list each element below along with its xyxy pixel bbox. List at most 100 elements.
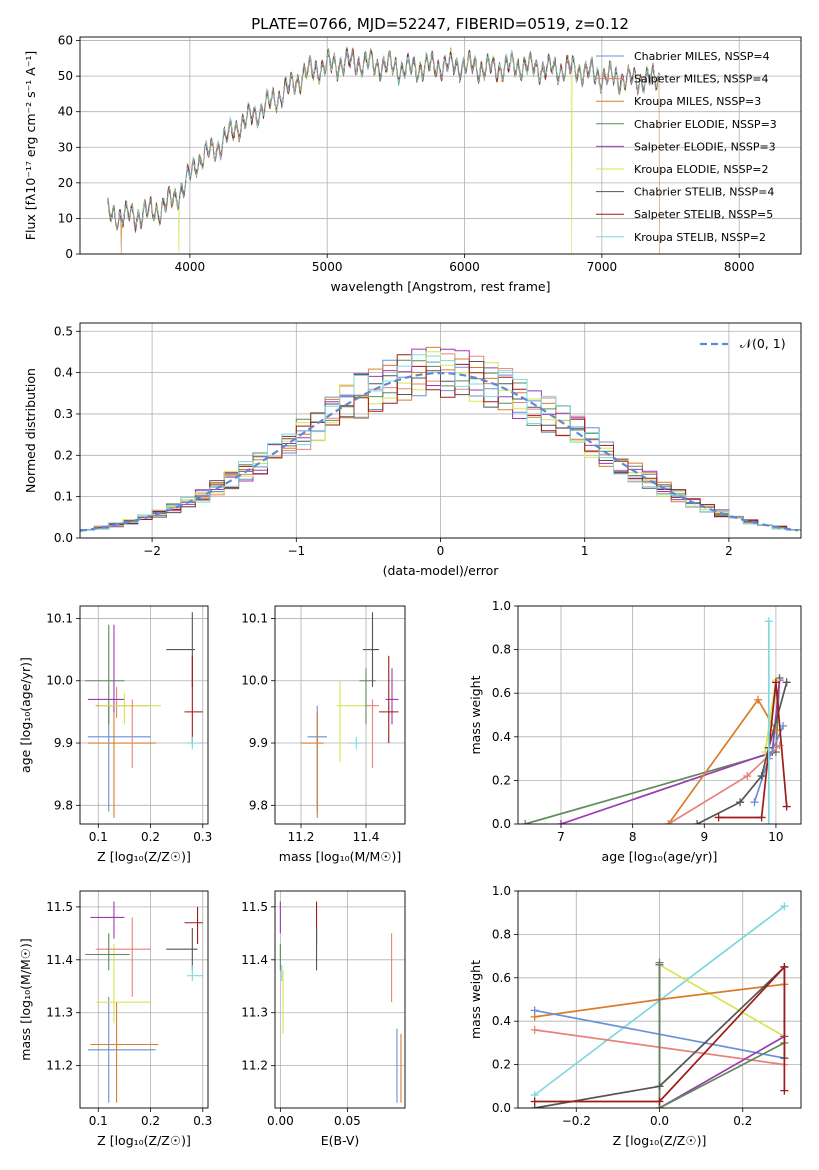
residuals-xtick-label: −1 bbox=[287, 544, 305, 558]
weight_vs_Z-xtick-label: −0.2 bbox=[562, 1114, 591, 1128]
age_vs_mass-ytick-label: 9.8 bbox=[249, 798, 268, 812]
age_vs_mass-xtick-label: 11.4 bbox=[353, 830, 380, 844]
residuals-axes: −2 −1 0 1 2 0.0 0.1 0.2 0.3 0.4 0.5 (data-model)/er… bbox=[23, 322, 802, 578]
age_vs_mass-ytick-label: 9.9 bbox=[249, 736, 268, 750]
mass_vs_Z-ytick-label: 11.3 bbox=[46, 1006, 73, 1020]
mass_vs_ebv-xlabel: E(B-V) bbox=[321, 1133, 360, 1148]
residuals-plot bbox=[80, 346, 801, 532]
weight_vs_age-ytick-label: 1.0 bbox=[492, 599, 511, 613]
weight_vs_Z-plot bbox=[530, 902, 789, 1108]
mass_vs_ebv-grid bbox=[275, 891, 405, 1108]
age_vs_mass-ytick-label: 10.0 bbox=[241, 674, 268, 688]
residuals-ytick-label: 0.1 bbox=[54, 490, 73, 504]
weight_vs_age-xtick-label: 10 bbox=[768, 830, 783, 844]
weight_vs_Z-ytick-label: 0.4 bbox=[492, 1014, 511, 1028]
residual-hist-4 bbox=[80, 348, 801, 531]
mass_vs_ebv-plot bbox=[279, 901, 402, 1103]
mass_vs_Z-xtick-label: 0.1 bbox=[89, 1114, 108, 1128]
mass_vs_Z-ytick-label: 11.5 bbox=[46, 900, 73, 914]
weight_vs_age-series-6-marker-4 bbox=[782, 678, 791, 687]
spectrum-series-8 bbox=[107, 49, 660, 232]
residuals-ylabel: Normed distribution bbox=[23, 368, 38, 493]
weight_vs_age-xtick-label: 7 bbox=[557, 830, 565, 844]
weight_vs_Z-ytick-label: 1.0 bbox=[492, 884, 511, 898]
residuals-ytick-label: 0.0 bbox=[54, 531, 73, 545]
mass_vs_Z-plot bbox=[85, 901, 203, 1103]
mass_vs_Z-grid bbox=[80, 891, 208, 1108]
weight_vs_Z-xtick-label: 0.0 bbox=[650, 1114, 669, 1128]
spectrum-xtick-label: 7000 bbox=[587, 260, 618, 274]
residuals-legend-entry: 𝒩(0, 1) bbox=[740, 336, 786, 351]
weight_vs_age-series-8-marker-0 bbox=[764, 820, 773, 824]
spectrum-ytick-label: 30 bbox=[58, 140, 73, 154]
age_vs_Z-ytick-label: 10.1 bbox=[46, 611, 73, 625]
spectrum-legend-entry-5: Kroupa ELODIE, NSSP=2 bbox=[634, 163, 768, 176]
spectrum-axes: 4000 5000 6000 7000 8000 0 10 20 30 40 50 60 wavelen… bbox=[23, 34, 802, 294]
weight_vs_age-series-6-marker-0 bbox=[693, 820, 702, 824]
weight_vs_age-series-0-marker-0 bbox=[521, 820, 530, 824]
age_vs_mass-frame bbox=[274, 605, 406, 825]
mass_vs_Z-frame bbox=[79, 890, 209, 1109]
residual-hist-6 bbox=[80, 361, 801, 531]
residuals-xlabel: (data-model)/error bbox=[383, 563, 500, 578]
mass_vs_Z-xtick-label: 0.2 bbox=[141, 1114, 160, 1128]
age_vs_mass-xlabel: mass [log₁₀(M/M☉)] bbox=[279, 849, 401, 864]
age_vs_Z-xtick-label: 0.2 bbox=[141, 830, 160, 844]
mass_vs_ebv-xtick-label: 0.00 bbox=[267, 1114, 294, 1128]
residuals-xtick-label: −2 bbox=[143, 544, 161, 558]
weight_vs_age-series-2 bbox=[667, 698, 777, 824]
mass_vs_ebv-ytick-label: 11.4 bbox=[241, 953, 268, 967]
weight_vs_age-ytick-label: 0.2 bbox=[492, 773, 511, 787]
weight_vs_Z-series-8-marker-2 bbox=[780, 962, 789, 971]
spectrum-legend-entry-4: Salpeter ELODIE, NSSP=3 bbox=[634, 140, 776, 153]
weight_vs_Z-ytick-label: 0.2 bbox=[492, 1058, 511, 1072]
mass_vs_ebv-ytick-label: 11.5 bbox=[241, 900, 268, 914]
weight_vs_age-series-1-marker-0 bbox=[556, 820, 565, 824]
spectrum-xtick-label: 8000 bbox=[724, 260, 755, 274]
weight_vs_age-ytick-label: 0.8 bbox=[492, 643, 511, 657]
age_vs_Z-ytick-label: 9.9 bbox=[54, 736, 73, 750]
spectrum-legend-entry-2: Kroupa MILES, NSSP=3 bbox=[634, 95, 761, 108]
mass_vs_Z-ytick-label: 11.2 bbox=[46, 1059, 73, 1073]
residuals-xtick-label: 2 bbox=[725, 544, 733, 558]
weight_vs_age-series-3-marker-0 bbox=[664, 820, 673, 824]
figure-title: PLATE=0766, MJD=52247, FIBERID=0519, z=0… bbox=[251, 15, 629, 33]
weight_vs_age-xlabel: age [log₁₀(age/yr)] bbox=[602, 849, 718, 864]
weight_vs_Z-xtick-label: 0.2 bbox=[733, 1114, 752, 1128]
weight_vs_age-xtick-label: 9 bbox=[700, 830, 708, 844]
age_vs_Z-grid bbox=[80, 606, 208, 824]
spectrum-legend-entry-6: Chabrier STELIB, NSSP=4 bbox=[634, 186, 774, 199]
spectrum-ytick-label: 40 bbox=[58, 105, 73, 119]
weight_vs_Z-frame bbox=[517, 890, 802, 1109]
weight_vs_Z-xlabel: Z [log₁₀(Z/Z☉)] bbox=[613, 1133, 707, 1148]
age_vs_Z-axes: 0.1 0.2 0.3 9.8 9.9 10.0 10.1 Z [log₁₀(Z/Z☉)] ag… bbox=[18, 605, 212, 864]
weight_vs_Z-series-7-marker-1 bbox=[655, 1082, 664, 1091]
spectrum-ytick-label: 20 bbox=[58, 176, 73, 190]
mass_vs_ebv-xtick-label: 0.05 bbox=[334, 1114, 361, 1128]
mass_vs_Z-ytick-label: 11.4 bbox=[46, 953, 73, 967]
spectrum-frame bbox=[79, 36, 802, 255]
weight_vs_age-xtick-label: 8 bbox=[629, 830, 637, 844]
weight_vs_age-ytick-label: 0.4 bbox=[492, 730, 511, 744]
weight_vs_Z-series-8 bbox=[534, 964, 786, 1103]
weight_vs_Z-series-3-marker-0 bbox=[530, 1006, 539, 1015]
weight_vs_age-series-7-marker-0 bbox=[714, 813, 723, 822]
age_vs_Z-ytick-label: 10.0 bbox=[46, 674, 73, 688]
weight_vs_age-axes: 7 8 9 10 0.0 0.2 0.4 0.6 0.8 1.0 age [log₁₀(age/yr… bbox=[468, 599, 802, 864]
weight_vs_age-series-4-marker-0 bbox=[750, 798, 759, 807]
weight_vs_Z-ytick-label: 0.0 bbox=[492, 1101, 511, 1115]
weight_vs_age-ytick-label: 0.0 bbox=[492, 817, 511, 831]
age_vs_mass-ytick-label: 10.1 bbox=[241, 611, 268, 625]
mass_vs_ebv-axes: 0.00 0.05 11.2 11.3 11.4 11.5 E(B-V) bbox=[241, 890, 406, 1148]
spectrum-xtick-label: 6000 bbox=[449, 260, 480, 274]
mass_vs_ebv-ytick-label: 11.2 bbox=[241, 1059, 268, 1073]
residuals-ytick-label: 0.5 bbox=[54, 324, 73, 338]
spectrum-xlabel: wavelength [Angstrom, rest frame] bbox=[330, 279, 550, 294]
spectrum-legend-entry-1: Salpeter MILES, NSSP=4 bbox=[634, 73, 768, 86]
weight_vs_age-series-8-marker-1 bbox=[764, 617, 773, 626]
weight_vs_age-ylabel: mass weight bbox=[468, 675, 483, 754]
mass_vs_Z-axes: 0.1 0.2 0.3 11.2 11.3 11.4 11.5 Z [log₁₀(Z/Z☉)]… bbox=[18, 890, 212, 1148]
weight_vs_Z-series-0-marker-1 bbox=[780, 902, 789, 911]
age_vs_Z-xlabel: Z [log₁₀(Z/Z☉)] bbox=[97, 849, 191, 864]
